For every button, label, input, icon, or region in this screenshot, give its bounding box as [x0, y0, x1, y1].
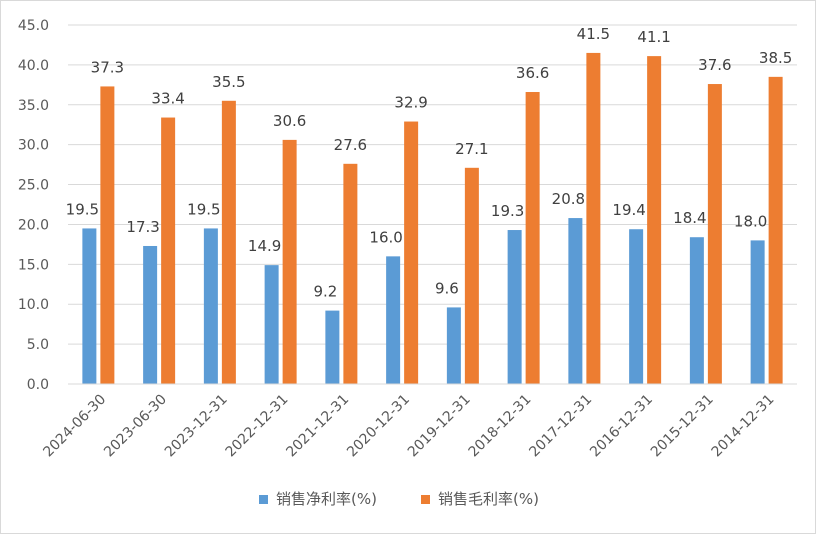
legend-swatch-gross — [421, 495, 430, 504]
data-label: 27.6 — [334, 136, 367, 154]
data-label: 18.0 — [734, 212, 767, 230]
x-tick-label: 2023-06-30 — [101, 392, 170, 461]
x-tick-label: 2022-12-31 — [223, 392, 292, 461]
y-tick-label: 5.0 — [27, 337, 49, 353]
gross-margin-bar — [161, 117, 176, 384]
x-tick-label: 2023-12-31 — [162, 392, 231, 461]
data-label: 14.9 — [248, 237, 281, 255]
net-margin-bar — [143, 245, 158, 384]
data-label: 37.3 — [91, 58, 124, 76]
data-labels: 19.5 37.3 17.3 33.4 19.5 35.5 14.9 30.6 9.2 27.6 1… — [66, 25, 793, 301]
gross-margin-bar — [404, 121, 419, 384]
data-label: 19.3 — [491, 202, 524, 220]
gross-margin-bar — [647, 56, 662, 384]
data-label: 16.0 — [369, 228, 402, 246]
x-tick-label: 2015-12-31 — [648, 392, 717, 461]
gross-margin-bar — [707, 84, 722, 384]
net-margin-bar — [629, 229, 644, 384]
net-margin-bar — [507, 230, 522, 384]
net-margin-bar — [203, 228, 218, 384]
x-tick-label: 2014-12-31 — [709, 392, 778, 461]
data-label: 33.4 — [151, 90, 184, 108]
data-label: 9.6 — [435, 279, 459, 297]
x-tick-label: 2024-06-30 — [40, 392, 109, 461]
gross-margin-bar — [768, 76, 783, 384]
bars — [82, 52, 783, 385]
gross-margin-bar — [221, 100, 236, 385]
data-label: 19.5 — [66, 200, 99, 218]
data-label: 38.5 — [759, 49, 792, 67]
data-label: 41.1 — [637, 28, 670, 46]
net-margin-bar — [264, 265, 279, 384]
data-label: 27.1 — [455, 140, 488, 158]
data-label: 37.6 — [698, 56, 731, 74]
gross-margin-bar — [343, 163, 358, 384]
x-axis-ticks: 2024-06-302023-06-302023-12-312022-12-31… — [40, 392, 777, 461]
x-tick-label: 2017-12-31 — [526, 392, 595, 461]
legend-swatch-net — [259, 495, 268, 504]
y-tick-label: 15.0 — [18, 257, 49, 273]
data-label: 19.5 — [187, 200, 220, 218]
gross-margin-bar — [464, 167, 479, 384]
y-tick-label: 40.0 — [18, 58, 49, 74]
data-label: 20.8 — [552, 190, 585, 208]
gridlines — [68, 24, 797, 345]
x-tick-label: 2021-12-31 — [283, 392, 352, 461]
data-label: 36.6 — [516, 64, 549, 82]
x-tick-label: 2016-12-31 — [587, 392, 656, 461]
data-label: 18.4 — [673, 209, 706, 227]
y-tick-label: 10.0 — [18, 297, 49, 313]
net-margin-bar — [568, 218, 583, 384]
y-tick-label: 35.0 — [18, 98, 49, 114]
net-margin-bar — [750, 240, 765, 384]
y-tick-label: 25.0 — [18, 178, 49, 194]
data-label: 17.3 — [126, 218, 159, 236]
net-margin-bar — [446, 307, 461, 384]
data-label: 32.9 — [394, 94, 427, 112]
data-label: 35.5 — [212, 73, 245, 91]
y-axis-ticks: 0.0 5.0 10.0 15.0 20.0 25.0 30.0 35.0 40.0 45.0 — [18, 18, 49, 393]
legend-label-net: 销售净利率(%) — [276, 490, 377, 508]
gross-margin-bar — [100, 86, 115, 384]
x-tick-label: 2019-12-31 — [405, 392, 474, 461]
y-tick-label: 20.0 — [18, 217, 49, 233]
legend: 销售净利率(%) 销售毛利率(%) — [259, 490, 539, 508]
net-margin-bar — [386, 256, 401, 384]
gross-margin-bar — [586, 52, 601, 385]
net-margin-bar — [689, 237, 704, 384]
y-tick-label: 0.0 — [27, 377, 49, 393]
data-label: 9.2 — [313, 283, 337, 301]
data-label: 30.6 — [273, 112, 306, 130]
y-tick-label: 45.0 — [18, 18, 49, 34]
net-margin-bar — [325, 310, 340, 384]
x-tick-label: 2018-12-31 — [466, 392, 535, 461]
x-tick-label: 2020-12-31 — [344, 392, 413, 461]
gross-margin-bar — [525, 92, 540, 384]
data-label: 41.5 — [577, 25, 610, 43]
gross-margin-bar — [282, 139, 297, 384]
y-tick-label: 30.0 — [18, 138, 49, 154]
net-margin-bar — [82, 228, 97, 384]
data-label: 19.4 — [612, 201, 645, 219]
legend-label-gross: 销售毛利率(%) — [438, 490, 539, 508]
